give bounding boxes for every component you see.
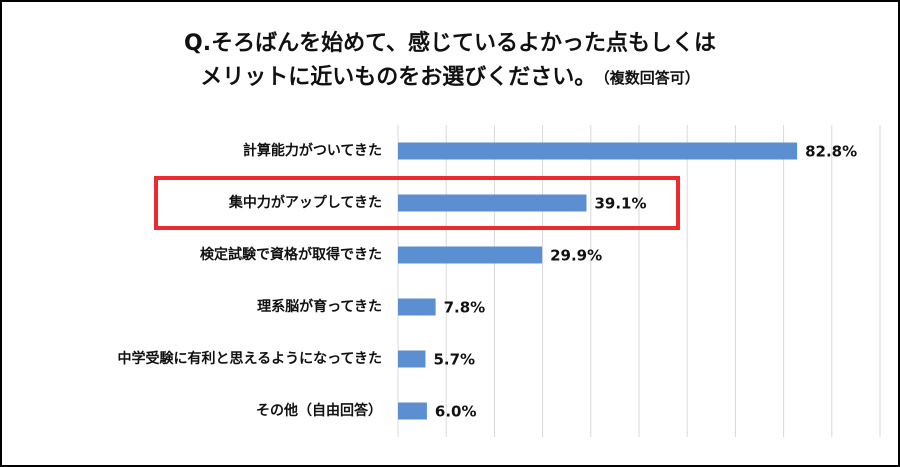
bar bbox=[398, 402, 427, 420]
chart-title: Q.そろばんを始めて、感じているよかった点もしくは bbox=[184, 30, 716, 56]
chart-title: メリットに近いものをお選びください。 （複数回答可） bbox=[200, 64, 700, 90]
y-tick-label: 理系脳が育ってきた bbox=[257, 298, 382, 315]
chart-title: メリットに近いものをお選びください。 bbox=[200, 64, 596, 90]
bar bbox=[398, 194, 587, 212]
y-tick-label: 検定試験で資格が取得できた bbox=[200, 246, 382, 263]
chart-subtitle: （複数回答可） bbox=[602, 69, 700, 87]
bar bbox=[398, 298, 436, 316]
y-tick-label: 集中力がアップしてきた bbox=[228, 194, 382, 211]
value-label: 5.7% bbox=[433, 351, 475, 369]
bar bbox=[398, 246, 543, 264]
value-label: 39.1% bbox=[594, 195, 646, 213]
value-label: 29.9% bbox=[550, 247, 602, 265]
value-label: 6.0% bbox=[435, 403, 477, 421]
value-label: 82.8% bbox=[805, 143, 857, 161]
value-label: 7.8% bbox=[444, 299, 486, 317]
bar bbox=[398, 350, 426, 368]
highlight-box bbox=[154, 176, 680, 230]
y-tick-label: 中学受験に有利と思えるようになってきた bbox=[118, 350, 382, 367]
y-tick-label: 計算能力がついてきた bbox=[243, 142, 382, 159]
bar bbox=[398, 142, 798, 160]
y-tick-label: その他（自由回答） bbox=[256, 402, 382, 419]
